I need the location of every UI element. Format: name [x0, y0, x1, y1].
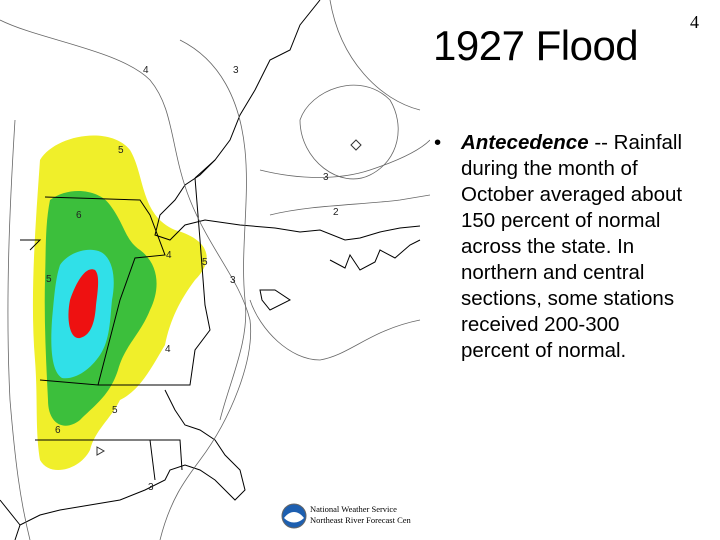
contour-label: 5 [112, 405, 118, 416]
contour-line [269, 194, 430, 216]
bullet-separator: -- [594, 131, 608, 154]
state-borders [0, 159, 216, 526]
noaa-logo-bird [284, 512, 304, 523]
contour-label: 3 [323, 172, 329, 183]
credit-line: National Weather Service [310, 504, 397, 514]
contour-label: 3 [148, 482, 154, 493]
contour-line [299, 84, 399, 180]
page-number: 4 [690, 12, 699, 32]
bullet-text: Rainfall during the month of October ave… [461, 131, 683, 362]
contour-label: 6 [76, 210, 82, 221]
contour-line [179, 39, 247, 421]
contour-label: 4 [143, 65, 149, 76]
contour-label: 6 [55, 425, 61, 436]
coastline [14, 0, 421, 540]
contour-label: 5 [46, 274, 52, 285]
contour-label: 2 [333, 207, 339, 218]
contour-line [7, 119, 31, 540]
contour-label: 4 [165, 344, 171, 355]
contour-fill-red [68, 269, 99, 339]
bullet-body: Antecedence -- Rainfall during the month… [461, 130, 684, 364]
contour-line [329, 0, 421, 111]
contour-label: 5 [202, 257, 208, 268]
contour-label: 3 [230, 275, 236, 286]
contour-line [0, 19, 252, 540]
bullet-dot: • [434, 131, 442, 154]
contour-label: 3 [233, 65, 239, 76]
symbol [96, 139, 362, 456]
contour-label: 4 [166, 250, 172, 261]
slide-title: 1927 Flood [433, 22, 639, 69]
bullet: • Antecedence -- Rainfall during the mon… [434, 130, 684, 364]
rainfall-map: 4 3 3 2 5 6 5 4 5 3 4 5 6 3 National Wea… [0, 0, 430, 540]
contour-line [259, 139, 430, 178]
contour-label: 5 [118, 145, 124, 156]
bullet-term: Antecedence [461, 131, 589, 154]
credit-line: Northeast River Forecast Cen [310, 515, 412, 525]
contour-line [249, 299, 421, 361]
